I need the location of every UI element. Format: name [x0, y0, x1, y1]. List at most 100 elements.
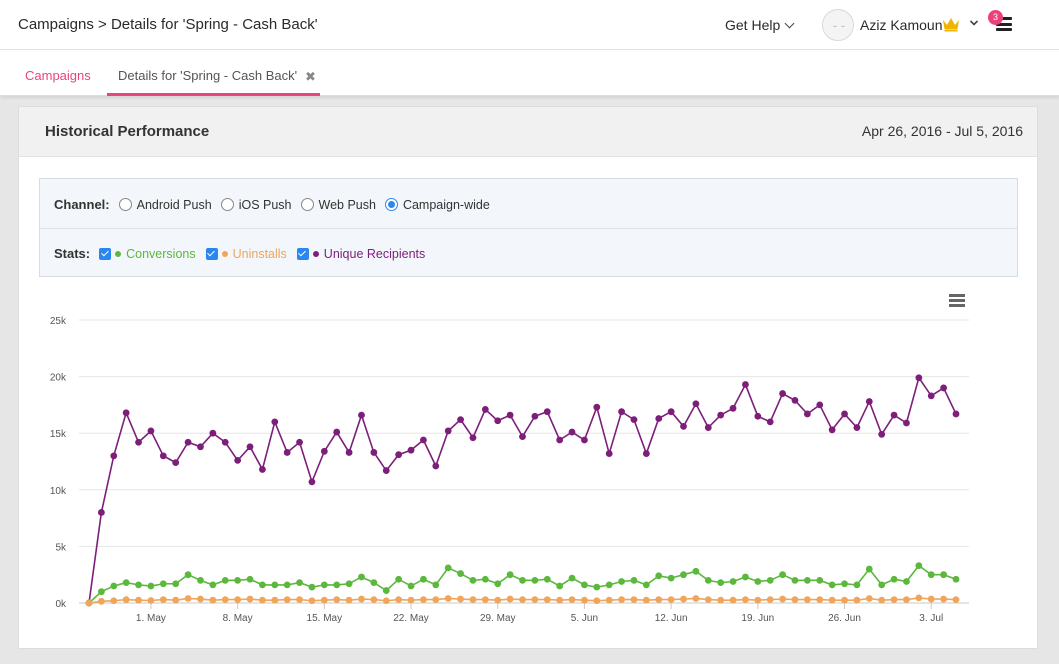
radio-android-push[interactable] [118, 198, 132, 211]
uninstalls-data-point [159, 596, 167, 604]
unique-recipients-data-point [593, 403, 601, 411]
unique-recipients-data-point [457, 416, 464, 424]
conversions-data-point [903, 578, 910, 585]
channel-android-push[interactable]: Android Push [118, 197, 212, 212]
conversions-data-point [184, 571, 192, 579]
x-tick-label: 12. Jun [655, 613, 688, 624]
stats-row: Stats: Conversions Uninstalls Unique Rec… [54, 246, 435, 261]
conversions-data-point [655, 572, 663, 580]
unique-recipients-data-point [159, 452, 167, 460]
uninstalls-data-point [407, 596, 415, 604]
uninstalls-data-point [878, 596, 886, 604]
checkbox-uninstalls[interactable] [205, 247, 218, 260]
unique-recipients-data-point [853, 424, 861, 431]
uninstalls-data-point [543, 596, 551, 604]
unique-recipients-data-point [791, 396, 799, 404]
conversions-data-point [779, 571, 786, 579]
unique-recipients-data-point [717, 411, 725, 419]
unique-recipients-data-point [630, 416, 638, 424]
channel-ios-push[interactable]: iOS Push [220, 197, 292, 212]
y-tick-label: 15k [50, 429, 67, 440]
close-tab-icon[interactable]: ✖ [305, 69, 316, 84]
uninstalls-data-point [296, 596, 303, 604]
historical-performance-card: Historical Performance Apr 26, 2016 - Ju… [18, 106, 1038, 649]
unique-recipients-data-point [395, 451, 403, 459]
stat-uninstalls[interactable]: Uninstalls [205, 246, 287, 261]
conversions-data-point [259, 581, 266, 589]
uninstalls-data-point [221, 596, 229, 604]
conversions-data-point [766, 576, 774, 584]
conversions-data-point [581, 581, 588, 589]
tab-campaigns[interactable]: Campaigns [25, 68, 91, 83]
uninstalls-data-point [506, 595, 514, 603]
unique-recipients-data-point [940, 384, 948, 392]
conversions-data-point [828, 581, 836, 589]
conversions-data-point [642, 581, 650, 589]
unique-recipients-data-point [704, 424, 712, 431]
user-menu-chevron-icon[interactable] [969, 19, 979, 27]
unique-recipients-data-point [110, 452, 118, 460]
unique-recipients-data-point [568, 428, 576, 436]
channel-web-push[interactable]: Web Push [300, 198, 376, 212]
uninstalls-data-point [85, 599, 93, 607]
unique-recipients-data-point [296, 438, 303, 446]
conversions-data-point [296, 579, 303, 587]
notification-badge: 3 [988, 10, 1003, 25]
unique-recipients-data-point [382, 467, 390, 474]
uninstalls-data-point [395, 596, 403, 604]
conversions-data-point [345, 580, 353, 588]
unique-recipients-data-point [692, 400, 700, 408]
user-name[interactable]: Aziz Kamoun [860, 17, 943, 33]
conversions-data-point [556, 582, 564, 590]
conversions-data-point [729, 578, 737, 585]
unique-recipients-data-point [506, 411, 514, 419]
uninstalls-data-point [345, 596, 353, 604]
stat-unique-recipients[interactable]: Unique Recipients [296, 247, 425, 261]
conversions-data-point [506, 571, 514, 579]
conversions-dot-icon [115, 250, 122, 257]
stat-conversions[interactable]: Conversions [99, 246, 196, 261]
uninstalls-data-point [444, 595, 452, 602]
conversions-data-point [704, 576, 712, 584]
conversions-data-point [221, 576, 229, 584]
uninstalls-data-point [642, 596, 650, 604]
conversions-data-point [568, 574, 576, 582]
checkbox-unique-recipients[interactable] [296, 247, 309, 260]
conversions-data-point [172, 580, 180, 588]
x-tick-label: 29. May [480, 613, 516, 624]
uninstalls-data-point [791, 596, 799, 604]
unique-recipients-data-point [333, 428, 341, 436]
hamburger-menu-icon[interactable] [996, 17, 1012, 31]
date-range[interactable]: Apr 26, 2016 - Jul 5, 2016 [861, 123, 1023, 139]
unique-recipients-data-point [828, 426, 836, 434]
unique-recipients-data-point [903, 419, 910, 427]
get-help-label: Get Help [725, 17, 781, 33]
uninstalls-data-point [692, 595, 700, 602]
unique-recipients-data-point [283, 449, 291, 456]
unique-recipients-data-point [890, 411, 898, 419]
avatar[interactable] [822, 9, 854, 41]
chart-export-menu-icon[interactable] [949, 294, 965, 307]
unique-recipients-data-point [779, 390, 786, 397]
conversions-data-point [159, 580, 167, 588]
channel-option-label: Android Push [136, 197, 212, 212]
uninstalls-data-point [184, 595, 192, 602]
stat-label: Conversions [126, 246, 196, 261]
uninstalls-data-point [246, 595, 254, 603]
uninstalls-data-point [531, 596, 539, 604]
channel-option-label: iOS Push [238, 197, 292, 212]
tab-campaign-details[interactable]: Details for 'Spring - Cash Back' [118, 68, 298, 83]
get-help-menu[interactable]: Get Help [725, 17, 795, 33]
uninstalls-data-point [729, 596, 737, 604]
x-tick-label: 22. May [393, 613, 429, 624]
radio-ios-push[interactable] [220, 198, 234, 211]
checkbox-conversions[interactable] [99, 247, 112, 260]
radio-web-push[interactable] [300, 198, 314, 211]
radio-campaign-wide[interactable] [384, 198, 398, 211]
unique-recipients-data-point [271, 418, 279, 426]
conversions-data-point [519, 576, 526, 584]
unique-recipients-data-point [246, 443, 254, 451]
channel-campaign-wide[interactable]: Campaign-wide [384, 198, 490, 212]
stat-label: Uninstalls [232, 246, 287, 261]
uninstalls-data-point [618, 596, 625, 604]
